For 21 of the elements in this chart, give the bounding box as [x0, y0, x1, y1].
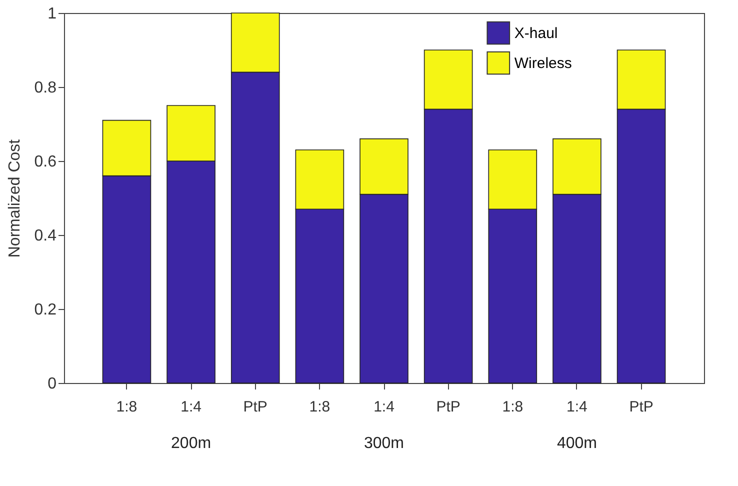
y-tick-label: 0.6	[34, 154, 57, 170]
x-tick-label: 1:4	[566, 398, 588, 416]
x-tick-label: 1:8	[116, 398, 138, 416]
y-tick-label: 0.4	[34, 228, 57, 244]
y-tick-label: 0.8	[34, 80, 57, 96]
x-tick-label: 1:8	[502, 398, 524, 416]
x-tick-label: PtP	[243, 398, 268, 416]
legend-label: X-haul	[514, 25, 558, 42]
legend-label: Wireless	[514, 55, 572, 72]
y-tick-label: 0	[48, 376, 57, 392]
text: 300m	[364, 435, 404, 452]
y-axis-title: Normalized Cost	[6, 138, 24, 258]
x-tick-label: 1:8	[309, 398, 330, 416]
x-tick-label: 1:4	[374, 398, 394, 416]
text: 400m	[556, 435, 597, 452]
x-tick-label: 1:4	[180, 398, 202, 416]
y-tick-label: 1	[48, 6, 57, 22]
text: 200m	[171, 435, 212, 452]
x-tick-label: PtP	[436, 398, 460, 416]
x-tick-label: PtP	[629, 398, 654, 416]
y-tick-label: 0.2	[34, 302, 57, 318]
